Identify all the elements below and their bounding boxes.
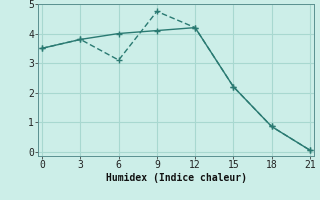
X-axis label: Humidex (Indice chaleur): Humidex (Indice chaleur) bbox=[106, 173, 246, 183]
